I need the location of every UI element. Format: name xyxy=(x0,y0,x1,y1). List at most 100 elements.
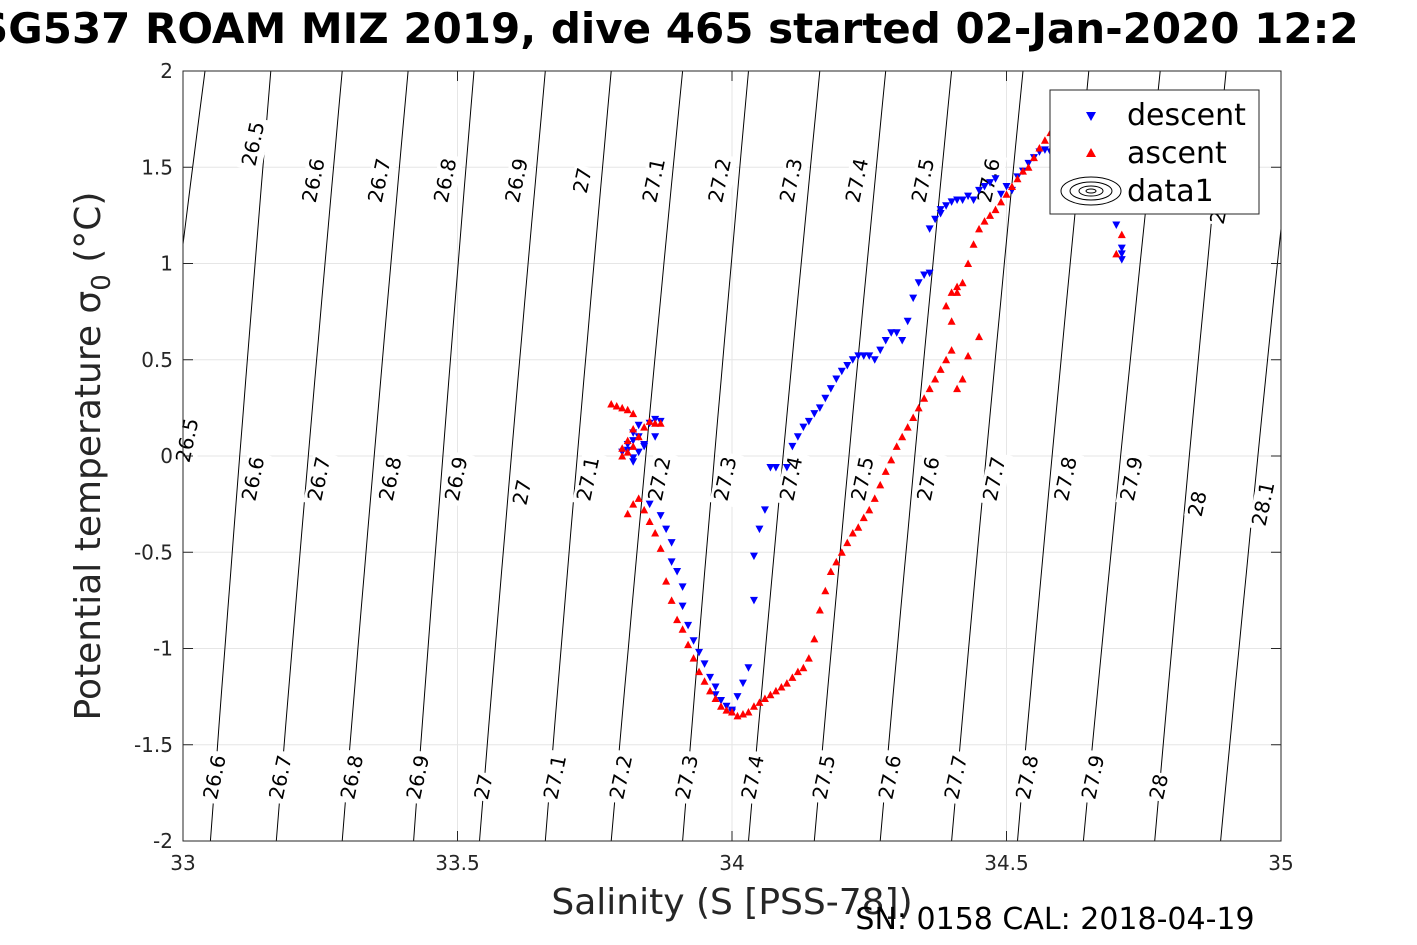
isopycnal-label-bg xyxy=(841,152,876,209)
descent-marker xyxy=(1112,221,1121,229)
descent-marker xyxy=(903,317,912,326)
ascent-marker xyxy=(640,423,649,431)
ascent-marker xyxy=(793,667,802,676)
isopycnal-label: 27.9 xyxy=(1076,749,1112,806)
isopycnal-line-28.1 xyxy=(1220,224,1281,841)
isopycnal-label-bg xyxy=(605,749,640,806)
ascent-marker xyxy=(804,654,813,662)
isopycnal-label-text: 26.8 xyxy=(374,455,407,504)
descent-marker xyxy=(804,417,813,426)
isopycnal-label: 26.8 xyxy=(429,152,464,209)
x-tick-label: 34.5 xyxy=(984,851,1029,875)
isopycnal-label: 27 xyxy=(508,476,539,509)
isopycnal-label: 27.8 xyxy=(1011,749,1046,806)
x-tick-label: 35 xyxy=(1268,851,1293,875)
isopycnal-label-bg xyxy=(1184,487,1214,521)
descent-marker xyxy=(640,440,649,449)
ascent-marker xyxy=(942,355,951,364)
descent-marker xyxy=(799,423,808,432)
isopycnal-line-27 xyxy=(479,71,546,841)
descent-marker xyxy=(656,512,665,520)
isopycnal-label-bg xyxy=(1115,451,1150,508)
ascent-marker xyxy=(953,288,962,296)
ascent-marker xyxy=(969,240,978,248)
isopycnal-label-bg xyxy=(1011,749,1046,806)
tick-layer: 33 33.5 34 34.5 35 2 1.5 1 0.5 0 -0.5 -1 -1.5 -2 xyxy=(134,59,1294,875)
ascent-marker xyxy=(618,452,627,460)
descent-marker xyxy=(942,202,951,210)
isopycnal-label: 28 xyxy=(1183,487,1214,521)
descent-marker xyxy=(771,464,780,472)
isopycnal-label-text: 27.8 xyxy=(1011,753,1044,802)
isopycnal-label-text: 26.5 xyxy=(237,120,270,169)
legend-item-descent: descent xyxy=(1086,98,1246,133)
isopycnal-label-bg xyxy=(874,749,909,806)
ascent-marker xyxy=(749,702,758,710)
descent-marker xyxy=(667,558,676,566)
ascent-marker xyxy=(997,197,1006,206)
y-tick-label: -2 xyxy=(153,829,173,853)
isopycnal-label: 27.4 xyxy=(736,749,772,806)
isopycnal-label: 27.2 xyxy=(703,152,739,209)
descent-marker xyxy=(914,279,923,287)
isopycnal-label: 26.5 xyxy=(237,116,272,173)
descent-marker xyxy=(931,215,940,224)
ascent-marker xyxy=(667,596,676,604)
ascent-marker xyxy=(623,436,632,445)
descent-marker xyxy=(651,433,660,441)
ascent-marker xyxy=(854,523,863,531)
ascent-marker xyxy=(640,505,649,514)
ascent-marker xyxy=(689,654,698,662)
descent-marker xyxy=(760,506,769,514)
isopycnal-line-26.6 xyxy=(209,71,272,841)
descent-marker xyxy=(870,356,879,364)
ascent-marker xyxy=(870,494,879,502)
ascent-marker xyxy=(711,694,720,703)
isopycnal-label-text: 27.3 xyxy=(775,156,808,205)
descent-marker xyxy=(936,206,945,214)
ascent-marker xyxy=(1013,174,1022,183)
isopycnal-label: 28 xyxy=(1144,770,1175,804)
descent-marker xyxy=(717,696,726,705)
descent-marker xyxy=(711,683,720,691)
descent-marker xyxy=(859,352,868,360)
isopycnal-label-text: 28.1 xyxy=(1247,480,1280,529)
descent-marker xyxy=(826,385,835,393)
calibration-footer: SN: 0158 CAL: 2018-04-19 xyxy=(855,902,1254,937)
ascent-marker xyxy=(722,706,731,714)
isopycnal-label: 27.4 xyxy=(840,152,876,209)
ascent-marker xyxy=(623,405,632,414)
legend-descent-marker xyxy=(1086,112,1096,121)
ascent-marker xyxy=(953,282,962,291)
isopycnal-line-26.5 xyxy=(183,71,206,249)
isopycnal-label: 27 xyxy=(568,164,599,197)
isopycnal-label-bg xyxy=(401,749,437,806)
descent-marker xyxy=(744,664,753,672)
isopycnal-label: 27.1 xyxy=(538,749,574,806)
descent-marker xyxy=(821,394,830,403)
descent-marker xyxy=(733,693,742,701)
isopycnal-label-text: 27.6 xyxy=(873,753,906,802)
ascent-marker xyxy=(936,365,945,373)
isopycnal-line-27.7 xyxy=(951,71,1024,841)
descent-marker xyxy=(673,568,682,576)
ascent-marker xyxy=(947,317,956,325)
ascent-marker xyxy=(942,301,951,310)
x-tick-label: 33.5 xyxy=(435,851,480,875)
descent-marker xyxy=(782,464,791,472)
descent-marker xyxy=(749,552,758,561)
descent-marker xyxy=(887,329,896,337)
x-axis-label: Salinity (S [PSS-78]) xyxy=(551,882,912,923)
isopycnal-label: 26.7 xyxy=(264,749,299,806)
ascent-marker xyxy=(799,663,808,672)
isopycnal-label-bg xyxy=(775,152,810,209)
descent-marker xyxy=(689,637,698,645)
isopycnal-line-26.8 xyxy=(341,71,409,841)
legend-ascent-marker xyxy=(1086,148,1096,157)
isopycnal-label-text: 27.7 xyxy=(939,753,972,802)
isopycnal-line-27.5 xyxy=(813,71,887,841)
legend-box xyxy=(1049,89,1260,215)
isopycnal-label-bg xyxy=(670,749,706,806)
isopycnal-label-text: 27.1 xyxy=(637,156,670,205)
ascent-marker xyxy=(1117,230,1126,239)
